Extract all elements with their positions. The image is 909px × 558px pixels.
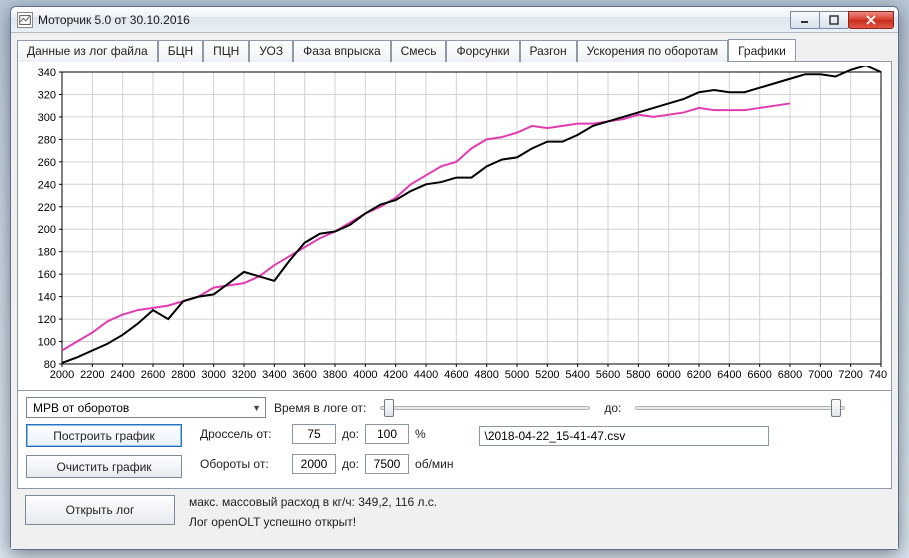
svg-text:4200: 4200 <box>383 369 407 381</box>
clear-chart-button[interactable]: Очистить график <box>26 455 182 478</box>
status-line-2: Лог openOLT успешно открыт! <box>189 515 437 529</box>
svg-text:3800: 3800 <box>323 369 347 381</box>
minimize-button[interactable] <box>790 11 820 29</box>
rpm-from-input[interactable] <box>292 454 336 474</box>
svg-text:4000: 4000 <box>353 369 377 381</box>
svg-text:2200: 2200 <box>80 369 104 381</box>
tabstrip: Данные из лог файлаБЦНПЦНУОЗФаза впрыска… <box>17 39 892 61</box>
rpm-unit: об/мин <box>415 457 453 471</box>
svg-text:160: 160 <box>38 269 56 281</box>
svg-text:5000: 5000 <box>505 369 529 381</box>
svg-text:180: 180 <box>38 247 56 259</box>
svg-text:3400: 3400 <box>262 369 286 381</box>
tab-0[interactable]: Данные из лог файла <box>17 40 158 62</box>
svg-text:2000: 2000 <box>50 369 74 381</box>
svg-text:220: 220 <box>38 202 56 214</box>
tab-5[interactable]: Смесь <box>391 40 447 62</box>
build-chart-button[interactable]: Построить график <box>26 424 182 447</box>
status-line-1: макс. массовый расход в кг/ч: 349,2, 116… <box>189 495 437 509</box>
svg-text:140: 140 <box>38 292 56 304</box>
svg-text:6000: 6000 <box>656 369 680 381</box>
throttle-to-label: до: <box>342 427 359 441</box>
svg-text:5600: 5600 <box>596 369 620 381</box>
svg-text:6600: 6600 <box>747 369 771 381</box>
chart-type-select[interactable]: МРВ от оборотов ▼ <box>26 397 266 418</box>
svg-text:2400: 2400 <box>110 369 134 381</box>
svg-text:7000: 7000 <box>808 369 832 381</box>
svg-text:2600: 2600 <box>141 369 165 381</box>
tab-4[interactable]: Фаза впрыска <box>293 40 391 62</box>
svg-text:7400: 7400 <box>869 369 887 381</box>
time-from-slider[interactable] <box>380 398 590 418</box>
titlebar[interactable]: Моторчик 5.0 от 30.10.2016 <box>11 7 898 33</box>
tab-8[interactable]: Ускорения по оборотам <box>577 40 728 62</box>
throttle-unit: % <box>415 427 426 441</box>
svg-text:3600: 3600 <box>292 369 316 381</box>
rpm-from-label: Обороты от: <box>200 457 286 471</box>
throttle-from-input[interactable] <box>292 424 336 444</box>
svg-text:3000: 3000 <box>201 369 225 381</box>
svg-text:4800: 4800 <box>474 369 498 381</box>
svg-text:320: 320 <box>38 89 56 101</box>
svg-text:5400: 5400 <box>565 369 589 381</box>
tab-1[interactable]: БЦН <box>158 40 203 62</box>
svg-text:6800: 6800 <box>778 369 802 381</box>
chart-type-value: МРВ от оборотов <box>33 401 129 415</box>
svg-text:120: 120 <box>38 314 56 326</box>
svg-text:300: 300 <box>38 112 56 124</box>
time-to-slider[interactable] <box>635 398 845 418</box>
tab-2[interactable]: ПЦН <box>203 40 249 62</box>
time-from-label: Время в логе от: <box>274 401 366 415</box>
rpm-to-input[interactable] <box>365 454 409 474</box>
svg-text:4400: 4400 <box>414 369 438 381</box>
rpm-to-label: до: <box>342 457 359 471</box>
svg-text:260: 260 <box>38 157 56 169</box>
app-icon <box>17 12 33 28</box>
svg-text:6400: 6400 <box>717 369 741 381</box>
svg-text:5200: 5200 <box>535 369 559 381</box>
svg-text:240: 240 <box>38 179 56 191</box>
throttle-from-label: Дроссель от: <box>200 427 286 441</box>
maximize-button[interactable] <box>819 11 849 29</box>
svg-text:6200: 6200 <box>687 369 711 381</box>
open-log-button[interactable]: Открыть лог <box>25 495 175 525</box>
svg-text:280: 280 <box>38 134 56 146</box>
tab-7[interactable]: Разгон <box>520 40 577 62</box>
svg-text:100: 100 <box>38 337 56 349</box>
svg-text:3200: 3200 <box>232 369 256 381</box>
svg-text:200: 200 <box>38 224 56 236</box>
window-title: Моторчик 5.0 от 30.10.2016 <box>38 13 190 27</box>
svg-text:4600: 4600 <box>444 369 468 381</box>
svg-text:7200: 7200 <box>838 369 862 381</box>
chart: 8010012014016018020022024026028030032034… <box>22 66 887 386</box>
file-path-input[interactable] <box>479 426 769 446</box>
controls-panel: МРВ от оборотов ▼ Время в логе от: до: П… <box>17 391 892 489</box>
svg-text:2800: 2800 <box>171 369 195 381</box>
chevron-down-icon: ▼ <box>252 403 261 413</box>
tab-6[interactable]: Форсунки <box>446 40 519 62</box>
time-to-label: до: <box>604 401 621 415</box>
tab-3[interactable]: УОЗ <box>249 40 293 62</box>
client-area: Данные из лог файлаБЦНПЦНУОЗФаза впрыска… <box>11 33 898 549</box>
svg-text:5800: 5800 <box>626 369 650 381</box>
close-button[interactable] <box>848 11 894 29</box>
tab-9[interactable]: Графики <box>728 39 796 61</box>
svg-text:340: 340 <box>38 67 56 79</box>
footer: Открыть лог макс. массовый расход в кг/ч… <box>17 489 892 533</box>
throttle-to-input[interactable] <box>365 424 409 444</box>
tab-panel-graphs: 8010012014016018020022024026028030032034… <box>17 61 892 391</box>
app-window: Моторчик 5.0 от 30.10.2016 Данные из лог… <box>10 6 899 550</box>
